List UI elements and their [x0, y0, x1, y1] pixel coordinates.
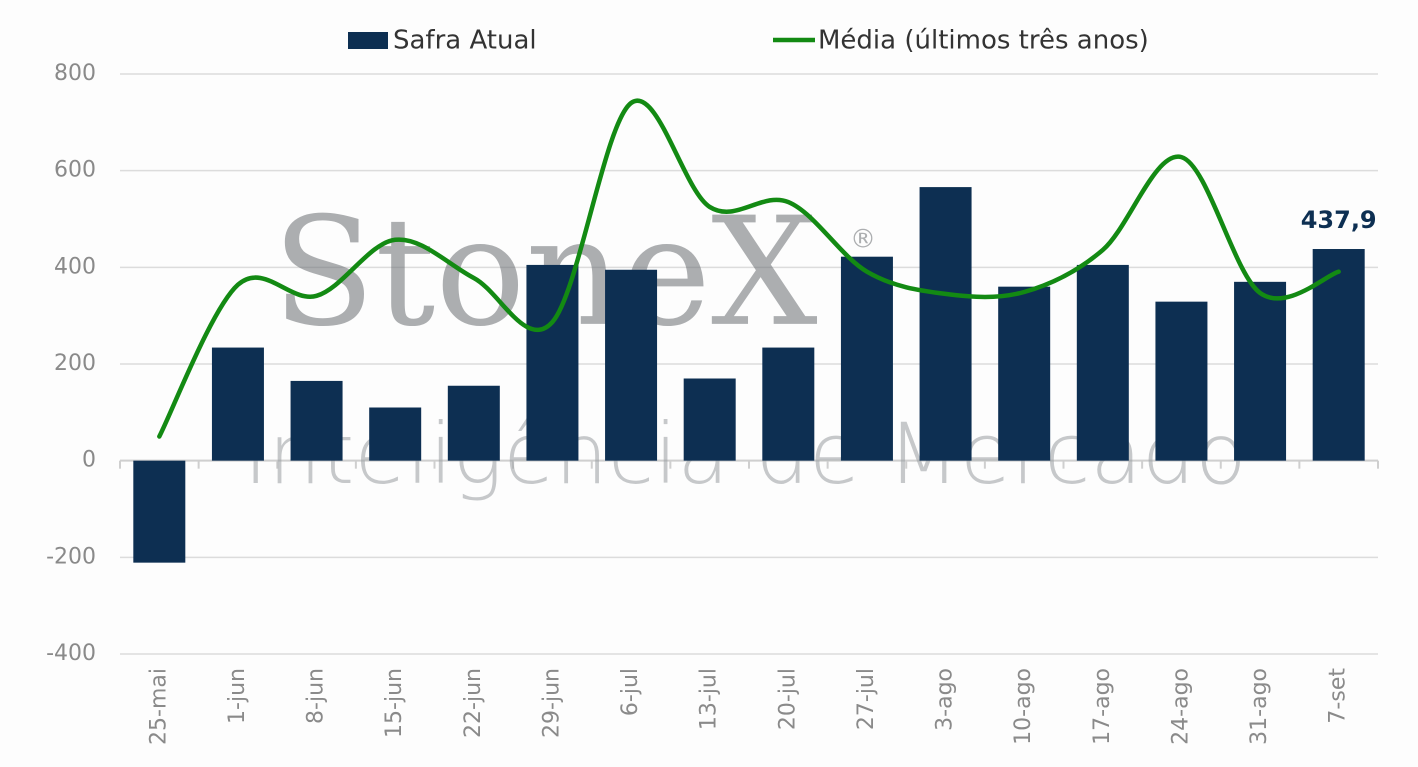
- bar: [526, 264, 579, 461]
- x-tick-label: 13-jul: [697, 668, 722, 730]
- y-tick-label: 600: [54, 158, 96, 183]
- y-tick-label: 400: [54, 254, 96, 279]
- y-tick-label: -400: [46, 641, 96, 666]
- x-tick-label: 31-ago: [1247, 668, 1272, 745]
- x-tick-label: 10-ago: [1011, 668, 1036, 745]
- y-tick-label: 0: [82, 448, 96, 473]
- x-tick-label: 1-jun: [225, 668, 250, 724]
- bar: [133, 460, 186, 563]
- y-tick-label: 800: [54, 61, 96, 86]
- bar: [605, 269, 658, 461]
- bar: [762, 347, 815, 461]
- bar: [1234, 281, 1287, 461]
- x-tick-label: 22-jun: [461, 668, 486, 738]
- legend-swatch: [348, 32, 388, 49]
- bar: [1312, 249, 1365, 461]
- x-tick-label: 8-jun: [304, 668, 329, 724]
- x-tick-label: 6-jul: [618, 668, 643, 716]
- x-tick-label: 25-mai: [146, 668, 171, 745]
- x-tick-label: 15-jun: [382, 668, 407, 738]
- line: [157, 98, 1341, 439]
- bar: [447, 385, 500, 461]
- bar: [683, 378, 736, 461]
- bar: [1076, 264, 1129, 461]
- x-tick-label: 20-jul: [775, 668, 800, 730]
- x-tick-label: 27-jul: [854, 668, 879, 730]
- bar: [998, 286, 1051, 461]
- x-tick-label: 17-ago: [1090, 668, 1115, 745]
- x-tick-label: 3-ago: [933, 668, 958, 731]
- x-tick-label: 7-set: [1326, 668, 1351, 724]
- x-tick-label: 29-jun: [539, 668, 564, 738]
- plot: 25-mai 1-jun 8-jun 15-jun 22-jun 29-jun 6-jul 1…: [133, 26, 1377, 745]
- legend-label: Média (últimos três anos): [818, 26, 1149, 56]
- legend-label: Safra Atual: [393, 26, 537, 56]
- bar: [919, 187, 972, 461]
- bar: [290, 380, 343, 461]
- bar: [840, 256, 893, 461]
- y-tick-label: 200: [54, 351, 96, 376]
- watermark-mark: ®: [850, 225, 876, 255]
- x-tick-label: 24-ago: [1168, 668, 1193, 745]
- data-label: 437,9: [1301, 206, 1377, 234]
- bar: [369, 407, 422, 461]
- y-tick-label: -200: [46, 544, 96, 569]
- bar: [211, 347, 264, 461]
- bar: [1155, 301, 1208, 461]
